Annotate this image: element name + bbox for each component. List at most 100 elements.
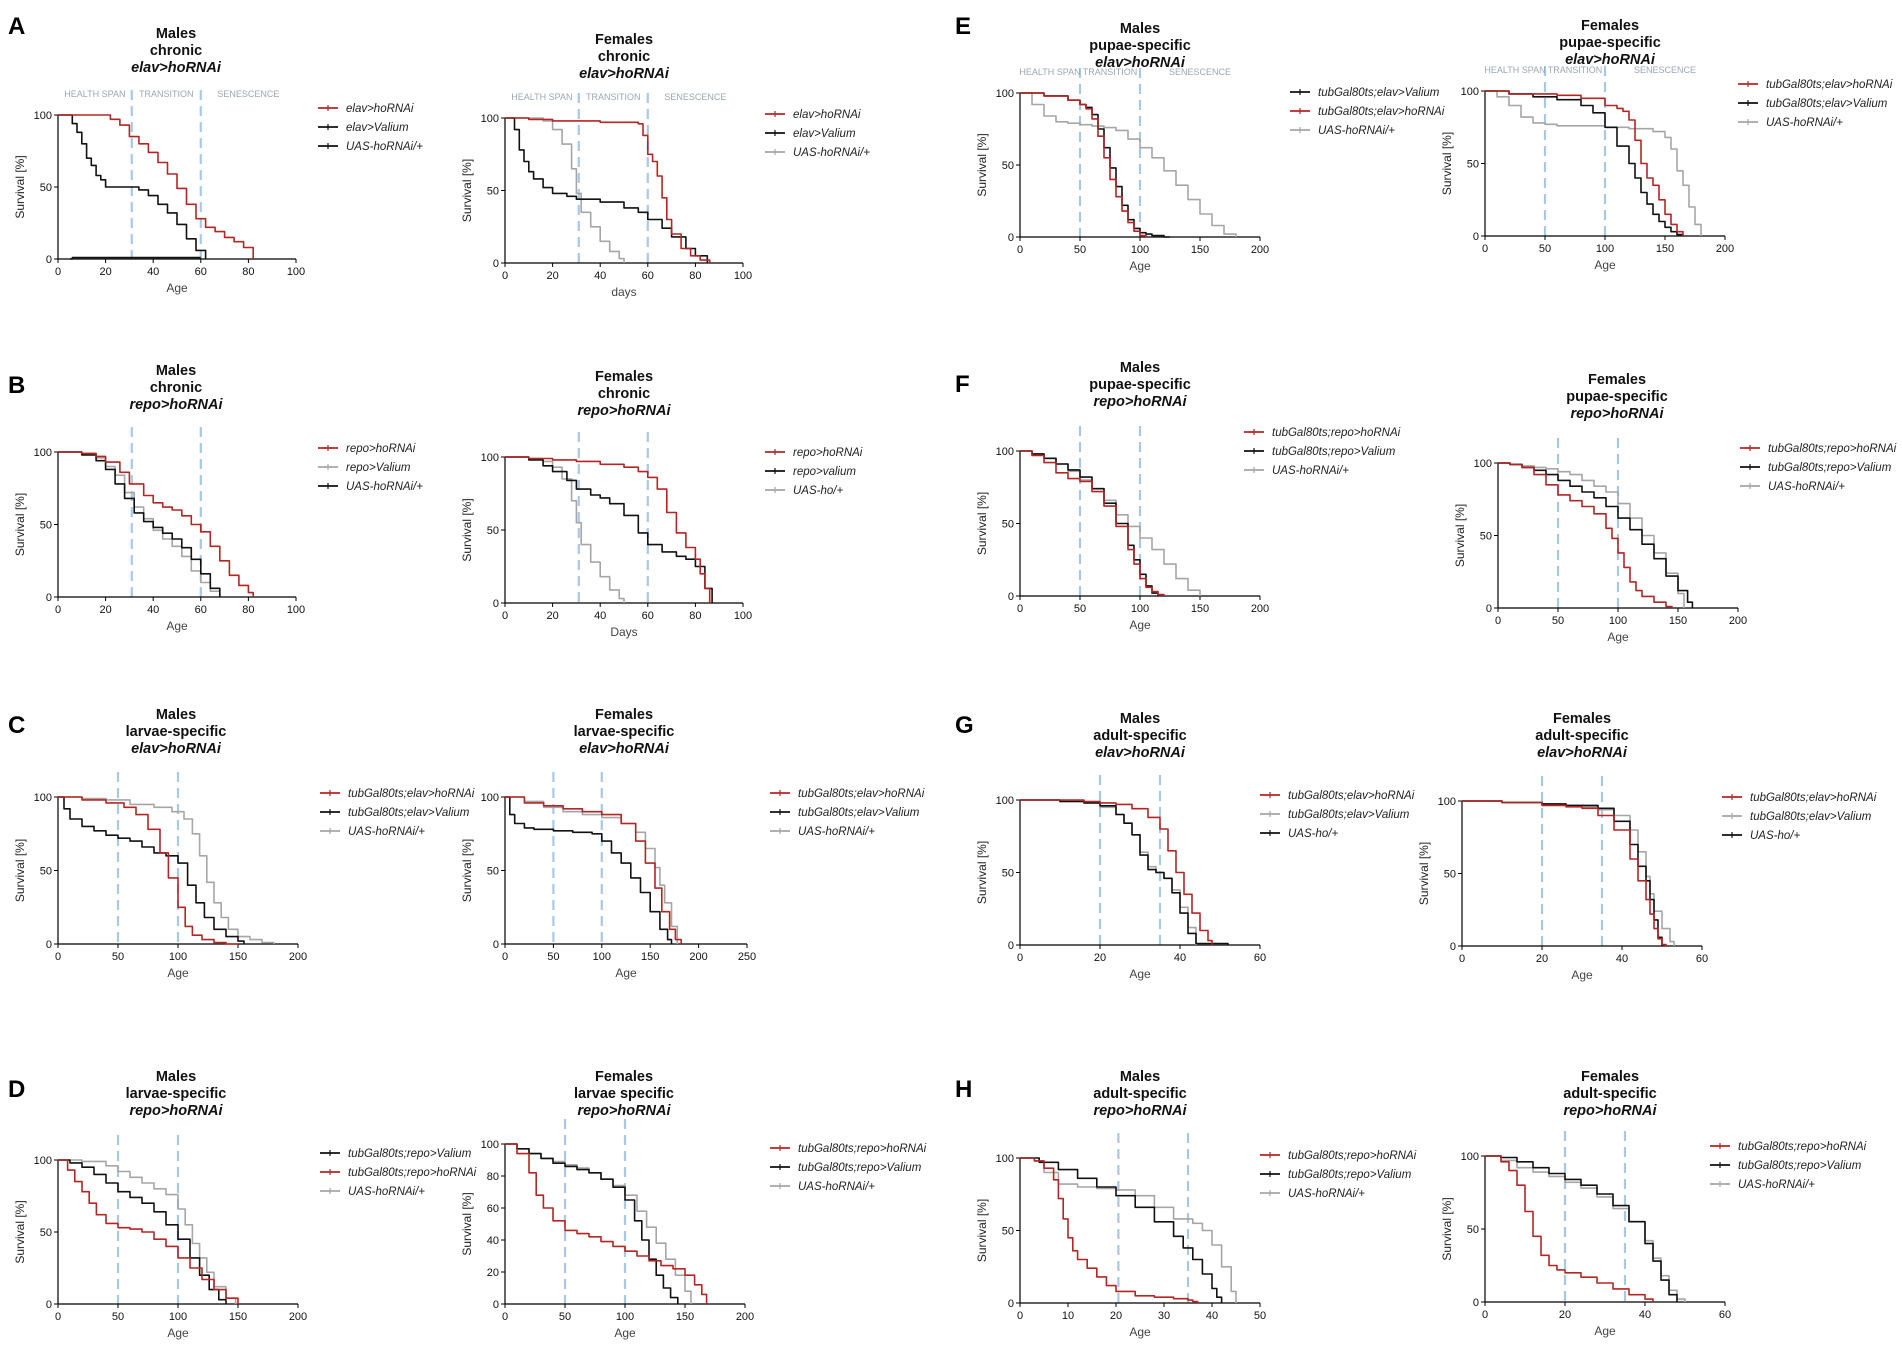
legend-label: elav>Valium [346,122,409,134]
y-tick-label: 100 [34,447,52,459]
x-tick-label: 100 [1131,244,1149,256]
y-tick-label: 100 [34,110,52,122]
y-tick-label: 100 [1461,86,1479,98]
x-tick-label: 0 [502,951,508,963]
legend-label: UAS-hoRNAi/+ [348,1186,425,1198]
x-tick-label: 60 [642,270,654,282]
y-tick-label: 0 [1486,603,1492,615]
x-tick-label: 100 [734,610,752,622]
y-tick-label: 100 [34,792,52,804]
x-tick-label: 40 [147,604,159,616]
phase-label: SENESCENCE [664,92,726,102]
series-line [1020,450,1165,596]
chart-title: larvae-specific [574,724,675,740]
x-tick-label: 200 [1716,243,1734,255]
x-tick-label: 60 [1719,1309,1731,1321]
series-line [1485,90,1684,236]
series-line [1485,90,1684,236]
chart-title: repo>hoRNAi [129,397,223,413]
x-tick-label: 80 [689,270,701,282]
x-axis-label: days [611,285,636,299]
legend-label: tubGal80ts;elav>Valium [1318,87,1440,99]
y-tick-label: 0 [493,598,499,610]
series-line [1462,800,1663,946]
series-line [58,451,254,597]
chart-title: Males [156,26,196,42]
x-tick-label: 0 [55,266,61,278]
chart-title: Females [595,707,653,723]
legend-label: tubGal80ts;elav>hoRNAi [1766,79,1893,91]
x-tick-label: 20 [1559,1309,1571,1321]
legend-label: elav>hoRNAi [346,103,414,115]
x-axis-label: Age [1571,968,1593,982]
x-tick-label: 20 [546,270,558,282]
x-tick-label: 60 [195,604,207,616]
x-tick-label: 60 [195,266,207,278]
y-tick-label: 0 [1008,940,1014,952]
y-axis-label: Survival [%] [975,841,989,904]
y-axis-label: Survival [%] [975,133,989,196]
legend-label: tubGal80ts;elav>Valium [348,807,470,819]
y-axis-label: Survival [%] [1453,504,1467,567]
x-tick-label: 0 [1495,615,1501,627]
legend-label: tubGal80ts;elav>hoRNAi [348,788,475,800]
x-axis-label: Age [167,1326,189,1340]
series-line [505,1143,679,1304]
y-tick-label: 100 [996,88,1014,100]
phase-label: SENESCENCE [217,89,279,99]
phase-label: HEALTH SPAN [1484,65,1545,75]
x-tick-label: 150 [1191,244,1209,256]
y-axis-label: Survival [%] [1440,1197,1454,1260]
series-line [505,456,711,603]
legend-label: UAS-hoRNAi/+ [1766,117,1843,129]
chart-title: repo>hoRNAi [577,1103,671,1119]
series-line [58,796,238,945]
chart-title: adult-specific [1093,1086,1186,1102]
x-tick-label: 0 [55,1311,61,1323]
x-tick-label: 200 [289,1311,307,1323]
y-tick-label: 100 [996,1153,1014,1165]
x-tick-label: 0 [1017,1310,1023,1322]
x-tick-label: 50 [112,1311,124,1323]
legend-label: tubGal80ts;repo>hoRNAi [348,1167,477,1179]
x-tick-label: 200 [1251,603,1269,615]
series-line [1020,1157,1237,1303]
y-tick-label: 0 [46,254,52,266]
x-tick-label: 0 [1482,1309,1488,1321]
x-tick-label: 10 [1062,1310,1074,1322]
legend-label: tubGal80ts;elav>Valium [1766,98,1888,110]
x-tick-label: 0 [1017,244,1023,256]
y-tick-label: 50 [1002,519,1014,531]
legend-label: tubGal80ts;elav>Valium [1750,811,1872,823]
legend-label: tubGal80ts;repo>Valium [798,1162,922,1174]
phase-label: HEALTH SPAN [511,92,572,102]
y-tick-label: 50 [1480,531,1492,543]
x-tick-label: 60 [1254,952,1266,964]
series-line [505,117,709,263]
series-line [58,114,254,259]
x-tick-label: 50 [1074,603,1086,615]
legend-label: repo>valium [793,466,856,478]
legend-label: tubGal80ts;repo>hoRNAi [1768,443,1897,455]
legend-label: UAS-hoRNAi/+ [346,481,423,493]
y-axis-label: Survival [%] [975,1199,989,1262]
legend-label: UAS-ho/+ [1288,828,1338,840]
y-tick-label: 0 [46,939,52,951]
chart-title: Males [156,1069,196,1085]
x-axis-label: Age [1594,1324,1616,1338]
chart-title: repo>hoRNAi [1563,1103,1657,1119]
x-tick-label: 50 [1539,243,1551,255]
chart-title: adult-specific [1535,728,1628,744]
legend-label: UAS-ho/+ [1750,830,1800,842]
y-tick-label: 100 [481,113,499,125]
series-line [505,1143,708,1304]
x-tick-label: 0 [1459,953,1465,965]
x-tick-label: 0 [502,1311,508,1323]
series-line [1020,799,1213,945]
x-tick-label: 0 [502,270,508,282]
x-axis-label: Days [610,625,637,639]
